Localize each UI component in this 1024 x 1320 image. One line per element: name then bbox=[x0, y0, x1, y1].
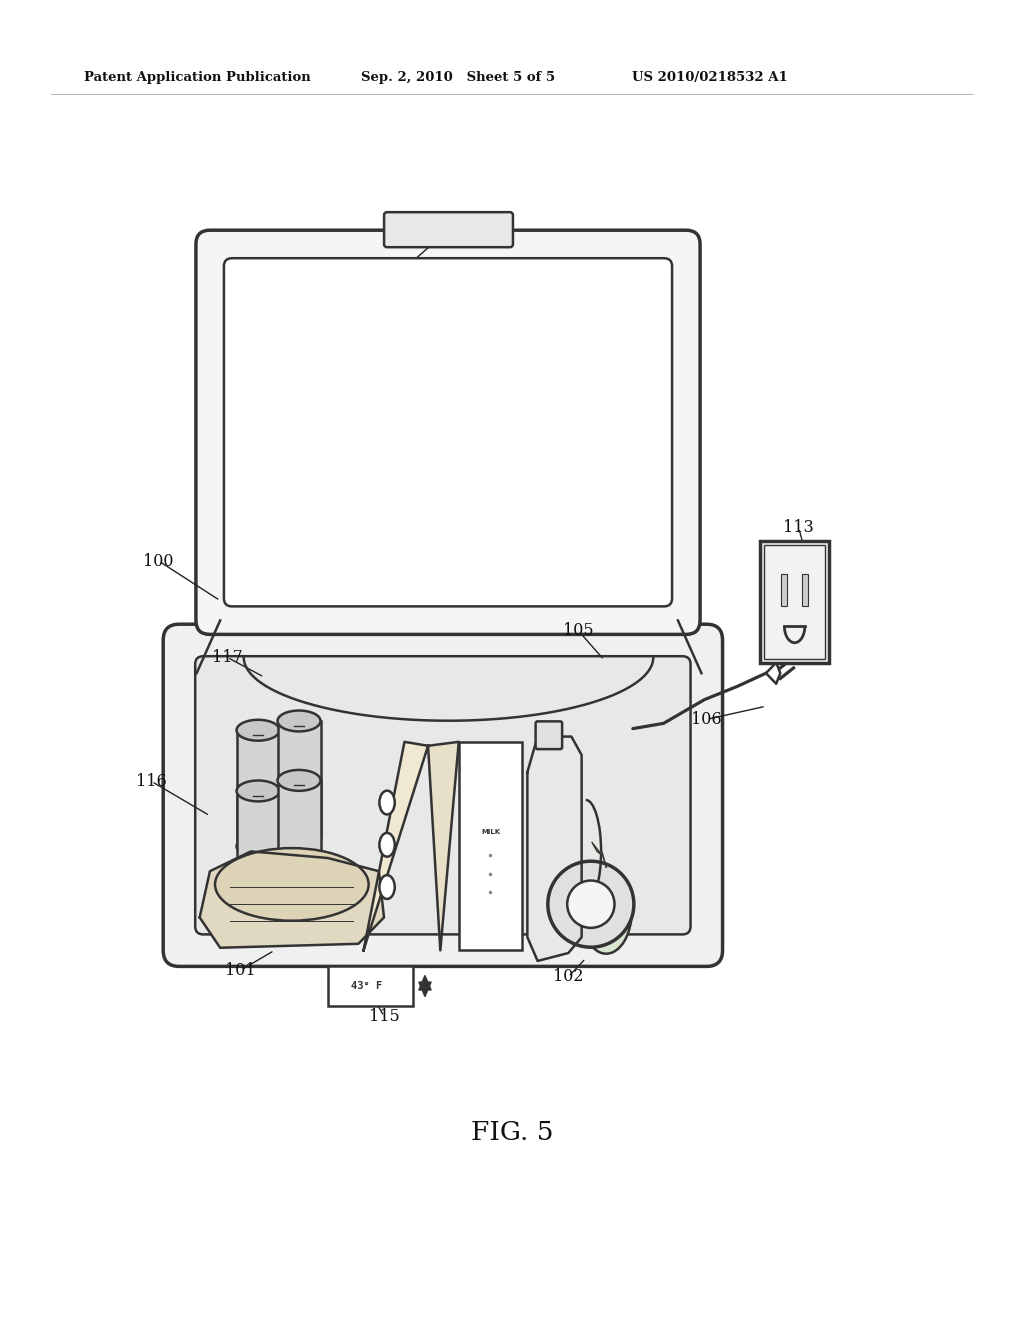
Text: 116: 116 bbox=[136, 774, 167, 789]
Polygon shape bbox=[419, 982, 431, 997]
Ellipse shape bbox=[237, 896, 280, 917]
Ellipse shape bbox=[278, 770, 321, 791]
Polygon shape bbox=[419, 975, 431, 990]
Text: 117: 117 bbox=[212, 649, 243, 665]
Circle shape bbox=[567, 880, 614, 928]
Bar bbox=[237, 791, 280, 907]
Ellipse shape bbox=[581, 869, 632, 953]
Text: 101: 101 bbox=[225, 962, 256, 978]
Polygon shape bbox=[527, 737, 582, 961]
Bar bbox=[278, 721, 321, 837]
Circle shape bbox=[548, 861, 634, 948]
Ellipse shape bbox=[379, 875, 395, 899]
Bar bbox=[328, 966, 413, 1006]
Ellipse shape bbox=[215, 849, 369, 921]
FancyBboxPatch shape bbox=[196, 230, 700, 635]
Polygon shape bbox=[428, 742, 459, 950]
Polygon shape bbox=[200, 851, 384, 948]
FancyBboxPatch shape bbox=[760, 541, 829, 663]
Text: Patent Application Publication: Patent Application Publication bbox=[84, 71, 310, 84]
FancyBboxPatch shape bbox=[536, 721, 562, 750]
Ellipse shape bbox=[278, 826, 321, 847]
Bar bbox=[781, 574, 787, 606]
Text: 102: 102 bbox=[553, 969, 584, 985]
Ellipse shape bbox=[278, 710, 321, 731]
Polygon shape bbox=[364, 742, 428, 950]
Bar bbox=[278, 780, 321, 896]
Text: US 2010/0218532 A1: US 2010/0218532 A1 bbox=[632, 71, 787, 84]
Bar bbox=[237, 730, 280, 846]
Text: 105: 105 bbox=[563, 623, 594, 639]
Bar bbox=[802, 574, 808, 606]
Bar bbox=[459, 742, 522, 950]
Text: 115: 115 bbox=[369, 1008, 399, 1024]
FancyBboxPatch shape bbox=[384, 213, 513, 247]
Ellipse shape bbox=[237, 836, 280, 857]
FancyBboxPatch shape bbox=[224, 259, 672, 606]
FancyBboxPatch shape bbox=[196, 656, 690, 935]
Ellipse shape bbox=[237, 719, 280, 741]
Text: 106: 106 bbox=[691, 711, 722, 727]
Ellipse shape bbox=[379, 791, 395, 814]
FancyBboxPatch shape bbox=[163, 624, 723, 966]
Ellipse shape bbox=[237, 780, 280, 801]
Ellipse shape bbox=[379, 833, 395, 857]
FancyBboxPatch shape bbox=[764, 545, 825, 659]
Text: FIG. 5: FIG. 5 bbox=[471, 1121, 553, 1144]
Text: MILK: MILK bbox=[481, 829, 500, 834]
Text: 113: 113 bbox=[783, 520, 814, 536]
Polygon shape bbox=[592, 842, 602, 855]
Text: 104: 104 bbox=[420, 234, 451, 249]
Ellipse shape bbox=[278, 886, 321, 907]
Text: 100: 100 bbox=[143, 553, 174, 569]
Text: Sep. 2, 2010   Sheet 5 of 5: Sep. 2, 2010 Sheet 5 of 5 bbox=[361, 71, 556, 84]
Text: 43° F: 43° F bbox=[351, 981, 382, 991]
